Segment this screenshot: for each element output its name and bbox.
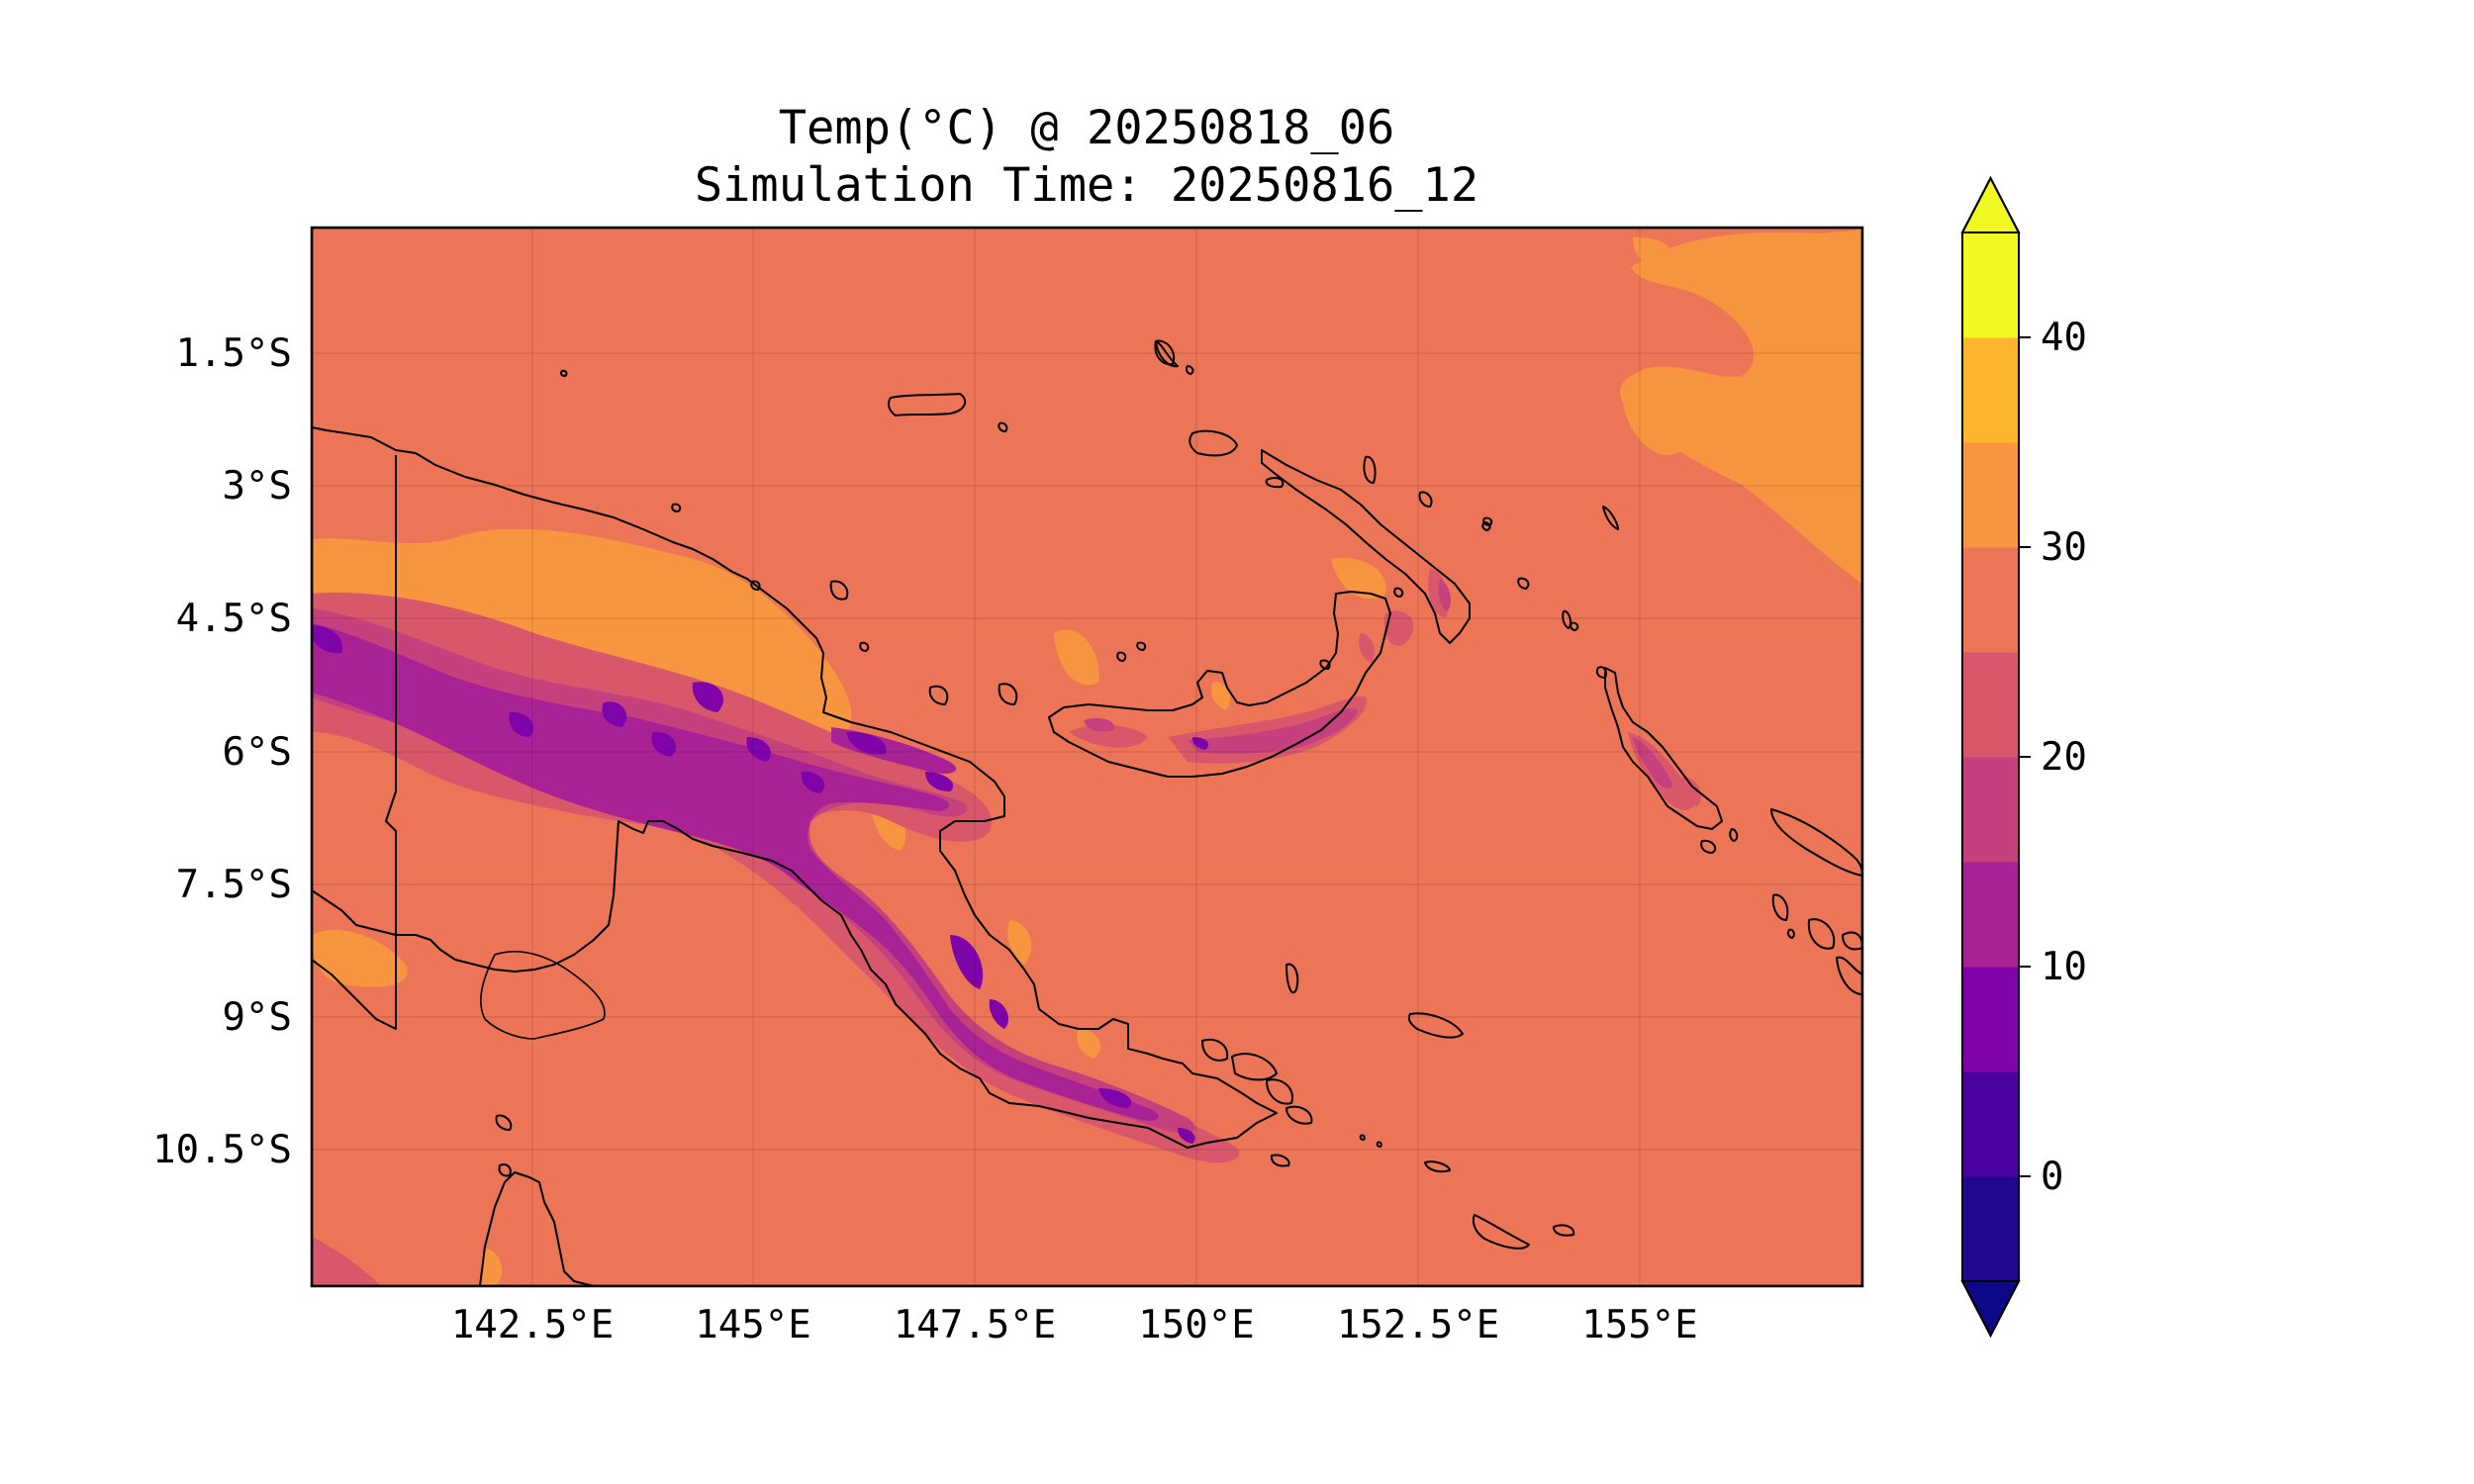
x-tick-label: 145°E bbox=[695, 1303, 810, 1347]
y-axis-ticks: 1.5°S 3°S 4.5°S 6°S 7.5°S 9°S 10.5°S bbox=[152, 331, 292, 1172]
colorbar-tick-label: 20 bbox=[2041, 735, 2087, 780]
y-tick-label: 4.5°S bbox=[176, 597, 292, 641]
coastline-new-britain bbox=[1048, 591, 1391, 778]
colorbar-segment bbox=[1962, 232, 2019, 338]
coastlines bbox=[312, 339, 1862, 1286]
colorbar-tick-label: 10 bbox=[2041, 945, 2087, 989]
colorbar-tick-label: 40 bbox=[2041, 316, 2087, 360]
x-tick-label: 142.5°E bbox=[451, 1303, 614, 1347]
x-tick-label: 147.5°E bbox=[894, 1303, 1056, 1347]
title-line-2: Simulation Time: 20250816_12 bbox=[695, 158, 1478, 213]
coastline-new-guinea bbox=[312, 426, 1278, 1149]
colorbar-segment bbox=[1962, 442, 2019, 548]
y-tick-label: 10.5°S bbox=[152, 1128, 292, 1172]
x-tick-label: 155°E bbox=[1581, 1303, 1697, 1347]
coastline-bougainville bbox=[1604, 667, 1723, 830]
colorbar-segment bbox=[1962, 337, 2019, 443]
colorbar-segment bbox=[1962, 1071, 2019, 1177]
colorbar-tick-label: 30 bbox=[2041, 525, 2087, 570]
colorbar-segment bbox=[1962, 967, 2019, 1072]
y-tick-label: 3°S bbox=[223, 464, 292, 509]
colorbar-under-arrow bbox=[1960, 1280, 2021, 1339]
colorbar-outline bbox=[1961, 175, 2020, 1339]
x-tick-label: 150°E bbox=[1138, 1303, 1254, 1347]
x-tick-label: 152.5°E bbox=[1337, 1303, 1499, 1347]
colorbar-segment bbox=[1962, 757, 2019, 863]
warm-ocean-patches bbox=[1620, 230, 1862, 584]
x-axis-ticks: 142.5°E 145°E 147.5°E 150°E 152.5°E 155°E bbox=[451, 1303, 1698, 1347]
map-panel bbox=[312, 228, 1862, 1286]
colorbar-tick-label: 0 bbox=[2041, 1155, 2063, 1199]
peak-coldest-spots bbox=[312, 625, 1209, 1144]
colorbar-over-arrow bbox=[1960, 175, 2021, 233]
colorbar-segment bbox=[1962, 652, 2019, 758]
border-line bbox=[312, 455, 397, 1030]
colorbar-segment bbox=[1962, 1176, 2019, 1282]
y-tick-label: 7.5°S bbox=[176, 863, 292, 907]
graticule bbox=[312, 228, 1862, 1286]
colorbar: 0 10 20 30 40 bbox=[1960, 175, 2087, 1339]
map-border bbox=[310, 226, 1864, 1288]
y-tick-label: 1.5°S bbox=[176, 331, 292, 376]
colorbar-segment bbox=[1962, 862, 2019, 968]
coastline-new-ireland bbox=[1261, 449, 1471, 644]
colorbar-segment bbox=[1962, 547, 2019, 653]
title-line-1: Temp(°C) @ 20250818_06 bbox=[779, 101, 1395, 155]
y-tick-label: 6°S bbox=[223, 730, 292, 775]
y-tick-label: 9°S bbox=[223, 995, 292, 1040]
